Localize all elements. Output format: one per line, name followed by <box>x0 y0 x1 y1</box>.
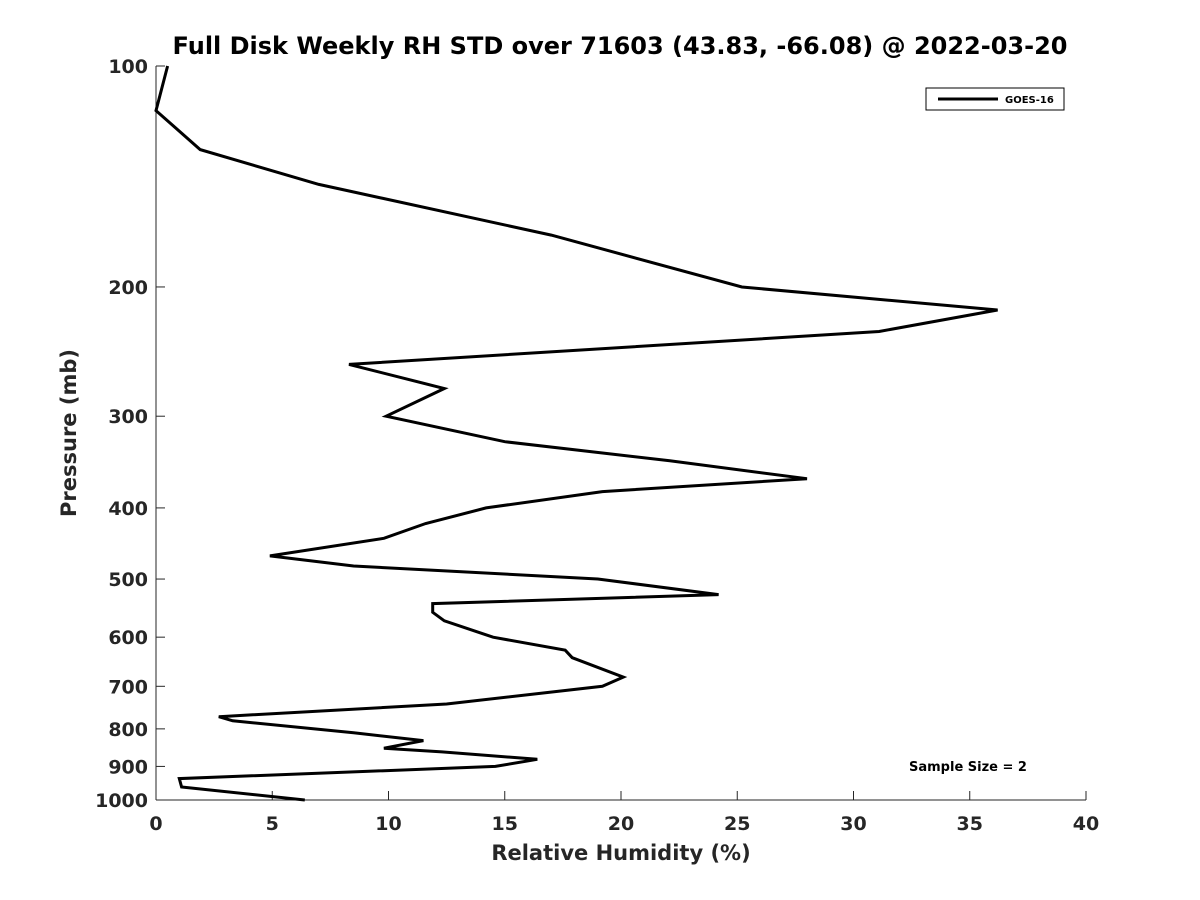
y-tick-label: 800 <box>108 719 148 741</box>
legend-label-goes-16: GOES-16 <box>1005 95 1054 106</box>
y-tick-label: 500 <box>108 569 148 591</box>
chart-title: Full Disk Weekly RH STD over 71603 (43.8… <box>173 32 1068 60</box>
y-tick-label: 600 <box>108 627 148 649</box>
x-tick-label: 25 <box>724 813 750 835</box>
y-tick-label: 900 <box>108 756 148 778</box>
x-tick-label: 10 <box>375 813 401 835</box>
x-tick-label: 35 <box>957 813 983 835</box>
x-axis-ticks: 0 5 10 15 20 25 30 35 40 <box>149 791 1099 835</box>
x-axis-label: Relative Humidity (%) <box>491 841 750 865</box>
x-tick-label: 20 <box>608 813 634 835</box>
y-tick-label: 1000 <box>95 790 148 812</box>
y-axis-ticks: 100 200 300 400 500 600 700 800 900 1000 <box>95 56 165 812</box>
x-tick-label: 5 <box>266 813 279 835</box>
x-tick-label: 40 <box>1073 813 1099 835</box>
y-tick-label: 700 <box>108 676 148 698</box>
y-tick-label: 100 <box>108 56 148 78</box>
y-axis-label: Pressure (mb) <box>57 349 81 517</box>
x-tick-label: 15 <box>492 813 518 835</box>
x-tick-label: 0 <box>149 813 162 835</box>
legend: GOES-16 <box>925 87 1065 111</box>
series-line-goes-16 <box>154 65 998 802</box>
sample-size-annotation: Sample Size = 2 <box>909 760 1027 775</box>
series-layer <box>154 65 998 802</box>
y-tick-label: 200 <box>108 277 148 299</box>
x-tick-label: 30 <box>840 813 866 835</box>
y-tick-label: 400 <box>108 498 148 520</box>
y-tick-label: 300 <box>108 406 148 428</box>
